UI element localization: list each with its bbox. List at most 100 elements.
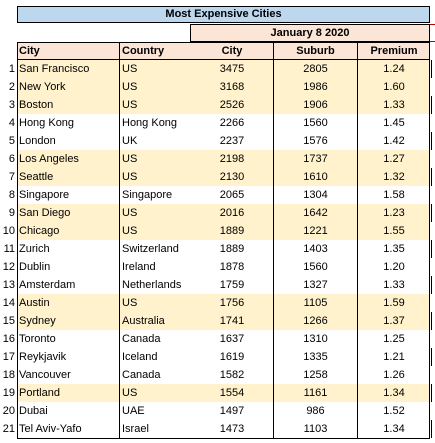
cell-premium[interactable]: 1.24 (383, 63, 405, 75)
cell-suburb[interactable]: 986 (306, 405, 325, 417)
cell-country[interactable]: US (122, 63, 138, 75)
cell-city[interactable]: Reykjavik (19, 351, 67, 363)
cell-premium[interactable]: 1.25 (383, 333, 405, 345)
cell-suburb[interactable]: 1403 (303, 243, 328, 255)
row-number[interactable]: 4 (8, 117, 15, 129)
row-number[interactable]: 14 (2, 297, 15, 309)
cell-city[interactable]: London (19, 135, 56, 147)
cell-suburb[interactable]: 1258 (303, 369, 328, 381)
cell-country[interactable]: US (122, 297, 138, 309)
cell-city-price[interactable]: 1497 (219, 405, 245, 417)
cell-country[interactable]: UK (122, 135, 138, 147)
cell-country[interactable]: US (122, 153, 138, 165)
cell-city[interactable]: Seattle (19, 171, 54, 183)
cell-city[interactable]: Los Angeles (19, 153, 79, 165)
row-number[interactable]: 9 (8, 207, 15, 219)
row-number[interactable]: 2 (8, 81, 15, 93)
cell-country[interactable]: Switzerland (122, 243, 179, 255)
table-title[interactable]: Most Expensive Cities (17, 6, 430, 23)
cell-suburb[interactable]: 1310 (303, 333, 328, 345)
row-number[interactable]: 11 (3, 243, 15, 255)
cell-city[interactable]: San Francisco (19, 63, 90, 75)
cell-suburb[interactable]: 1642 (303, 207, 328, 219)
row-number[interactable]: 21 (2, 423, 15, 435)
cell-premium[interactable]: 1.23 (383, 207, 405, 219)
cell-country[interactable]: US (122, 387, 138, 399)
cell-premium[interactable]: 1.20 (383, 261, 405, 273)
cell-suburb[interactable]: 1221 (303, 225, 328, 237)
cell-premium[interactable]: 1.59 (383, 297, 405, 309)
cell-city-price[interactable]: 1889 (219, 225, 245, 237)
cell-premium[interactable]: 1.52 (383, 405, 405, 417)
cell-city[interactable]: Austin (19, 297, 50, 309)
cell-city[interactable]: Singapore (19, 189, 70, 201)
cell-city[interactable]: Amsterdam (19, 279, 76, 291)
row-number[interactable]: 1 (8, 63, 15, 75)
cell-premium[interactable]: 1.34 (383, 387, 405, 399)
cell-city[interactable]: Toronto (19, 333, 56, 345)
cell-premium[interactable]: 1.35 (383, 243, 405, 255)
cell-premium[interactable]: 1.26 (383, 369, 405, 381)
cell-country[interactable]: Iceland (122, 351, 158, 363)
cell-suburb[interactable]: 1103 (303, 423, 328, 435)
cell-country[interactable]: US (122, 99, 138, 111)
cell-city[interactable]: Chicago (19, 225, 60, 237)
cell-country[interactable]: Israel (122, 423, 149, 435)
cell-city-price[interactable]: 2130 (219, 171, 245, 183)
cell-city-price[interactable]: 2237 (219, 135, 245, 147)
row-number[interactable]: 15 (2, 315, 15, 327)
cell-city-price[interactable]: 1889 (219, 243, 245, 255)
row-number[interactable]: 6 (8, 153, 15, 165)
cell-city-price[interactable]: 1878 (219, 261, 245, 273)
cell-suburb[interactable]: 1304 (303, 189, 328, 201)
header-city-price[interactable]: City (221, 45, 243, 57)
row-number[interactable]: 20 (2, 405, 15, 417)
header-city[interactable]: City (19, 45, 40, 57)
cell-city[interactable]: Zurich (19, 243, 50, 255)
cell-suburb[interactable]: 1737 (303, 153, 328, 165)
row-number[interactable]: 3 (8, 99, 15, 111)
cell-suburb[interactable]: 1335 (303, 351, 328, 363)
cell-city-price[interactable]: 1759 (219, 279, 245, 291)
cell-premium[interactable]: 1.45 (383, 117, 405, 129)
row-number[interactable]: 10 (2, 225, 15, 237)
cell-country[interactable]: US (122, 81, 138, 93)
cell-premium[interactable]: 1.32 (383, 171, 405, 183)
cell-city[interactable]: Tel Aviv-Yafo (19, 423, 82, 435)
cell-city[interactable]: Dublin (19, 261, 51, 273)
row-number[interactable]: 13 (2, 279, 15, 291)
cell-city[interactable]: New York (19, 81, 66, 93)
cell-country[interactable]: US (122, 225, 138, 237)
cell-suburb[interactable]: 1986 (303, 81, 328, 93)
cell-city[interactable]: San Diego (19, 207, 71, 219)
cell-premium[interactable]: 1.60 (383, 81, 405, 93)
cell-premium[interactable]: 1.33 (383, 279, 405, 291)
row-number[interactable]: 12 (2, 261, 15, 273)
cell-suburb[interactable]: 1266 (303, 315, 328, 327)
header-suburb[interactable]: Suburb (296, 45, 335, 57)
cell-suburb[interactable]: 2805 (303, 63, 328, 75)
cell-country[interactable]: Ireland (122, 261, 156, 273)
row-number[interactable]: 7 (8, 171, 15, 183)
cell-city-price[interactable]: 2198 (219, 153, 245, 165)
row-number[interactable]: 16 (2, 333, 15, 345)
row-number[interactable]: 8 (8, 189, 15, 201)
cell-city[interactable]: Portland (19, 387, 60, 399)
row-number[interactable]: 19 (2, 387, 15, 399)
cell-premium[interactable]: 1.37 (383, 315, 405, 327)
cell-premium[interactable]: 1.21 (383, 351, 405, 363)
cell-country[interactable]: Netherlands (122, 279, 182, 291)
cell-country[interactable]: US (122, 171, 138, 183)
row-number[interactable]: 18 (2, 369, 15, 381)
cell-suburb[interactable]: 1560 (303, 261, 328, 273)
cell-suburb[interactable]: 1161 (303, 387, 328, 399)
cell-city-price[interactable]: 3168 (219, 81, 245, 93)
cell-city[interactable]: Hong Kong (19, 117, 75, 129)
cell-city-price[interactable]: 1473 (219, 423, 245, 435)
cell-city-price[interactable]: 2065 (219, 189, 245, 201)
date-header[interactable]: January 8 2020 (190, 24, 430, 42)
cell-country[interactable]: Canada (122, 369, 161, 381)
cell-suburb[interactable]: 1105 (303, 297, 328, 309)
cell-premium[interactable]: 1.33 (383, 99, 405, 111)
cell-premium[interactable]: 1.58 (383, 189, 405, 201)
